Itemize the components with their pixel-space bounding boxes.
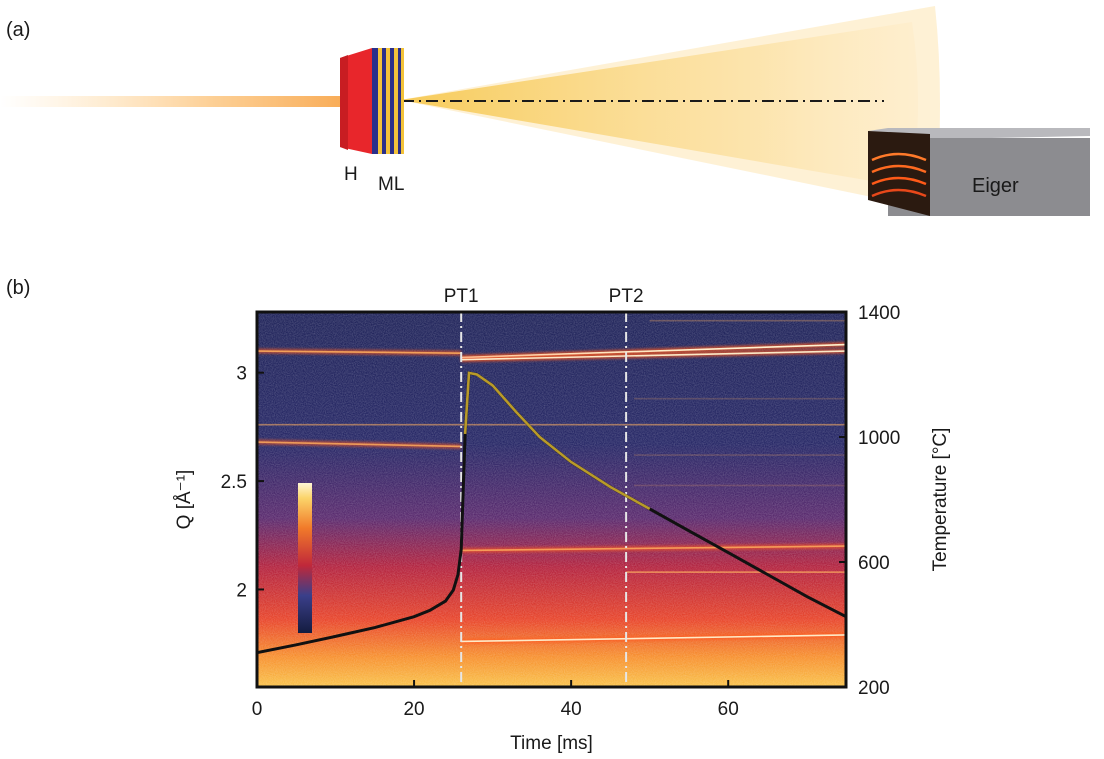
- x-tick-label: 0: [252, 699, 263, 720]
- detector-label: Eiger: [972, 175, 1019, 197]
- panel-b-label: (b): [6, 277, 30, 299]
- y-tick-label: 2: [236, 580, 247, 601]
- heater-label: H: [344, 164, 358, 185]
- scatter-cone: [400, 22, 918, 188]
- x-axis-label: Time [ms]: [510, 733, 593, 754]
- y2-tick-label: 200: [858, 678, 890, 699]
- heatmap-noise: [257, 312, 846, 687]
- x-tick-label: 60: [718, 699, 739, 720]
- y2-tick-label: 1400: [858, 303, 900, 324]
- eiger-detector: [868, 128, 1090, 216]
- y2-tick-label: 600: [858, 553, 890, 574]
- multilayer-sample: [372, 48, 404, 154]
- x-tick-label: 20: [403, 699, 424, 720]
- x-tick-label: 40: [561, 699, 582, 720]
- y-axis-label: Q [Å⁻¹]: [174, 470, 195, 530]
- phase-transition-label: PT1: [444, 286, 479, 307]
- incident-beam: [0, 96, 356, 107]
- heater: [340, 48, 372, 154]
- panel-a-label: (a): [6, 19, 30, 41]
- schematic-panel: (a) H ML Eiger: [0, 6, 1090, 216]
- y-tick-label: 2.5: [221, 472, 247, 493]
- heatmap-plot: PT1 PT2 0 20 40 60 2 2.5 3 200 600 1000 1400 Time [m…: [174, 286, 951, 754]
- colorbar: [298, 483, 312, 633]
- y-tick-label: 3: [236, 364, 247, 385]
- multilayer-label: ML: [378, 174, 404, 195]
- y2-tick-label: 1000: [858, 428, 900, 449]
- y2-axis-label: Temperature [°C]: [930, 428, 951, 572]
- phase-transition-label: PT2: [609, 286, 644, 307]
